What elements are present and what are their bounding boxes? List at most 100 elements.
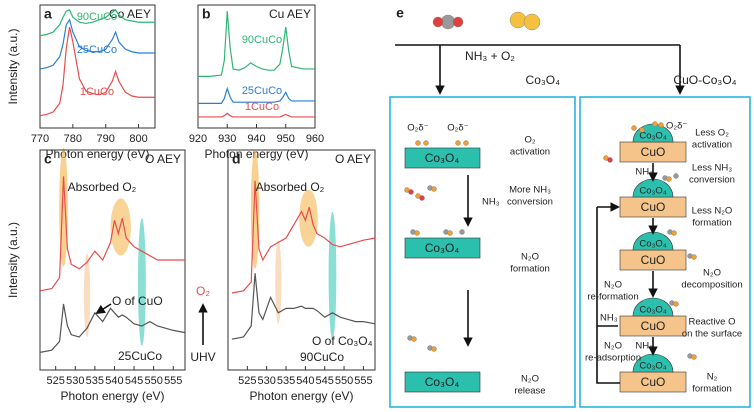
x-tick-label: 550 — [335, 375, 353, 387]
chart-title: Co AEY — [109, 7, 151, 21]
x-tick-label: 545 — [125, 375, 143, 387]
molecule-atom — [431, 186, 437, 192]
diagram-text: O₂δ⁻ — [447, 123, 468, 134]
molecule-atom — [423, 140, 429, 146]
x-axis-label: Photon energy (eV) — [45, 147, 149, 161]
spectrum-line — [198, 86, 315, 105]
annotation: 90CuCo — [300, 350, 344, 364]
molecule-atom — [419, 195, 425, 201]
diagram-text: activation — [510, 147, 550, 158]
chart-title: Cu AEY — [269, 7, 311, 21]
diagram-text: N₂O — [604, 280, 622, 291]
panel-label: b — [202, 6, 211, 22]
spectrum-line — [39, 303, 186, 353]
panel-box — [389, 96, 576, 408]
plot-frame — [227, 149, 376, 371]
x-tick-label: 940 — [247, 133, 265, 145]
diagram-text: NH₃ + O₂ — [465, 49, 515, 63]
diagram-text: O₂δ⁻ — [666, 121, 687, 132]
x-tick-label: 530 — [258, 375, 276, 387]
series-label: 25CuCo — [242, 85, 282, 97]
molecule-atom — [459, 229, 465, 235]
diagram-text: NH₃ — [635, 167, 653, 178]
diagram-text: e — [396, 5, 404, 21]
molecule-atom — [523, 13, 541, 31]
annotation: O of Co₃O₄ — [312, 334, 373, 348]
diagram-text: re-formation — [587, 292, 638, 303]
series-label: 1CuCo — [80, 86, 114, 98]
diagram-text: Co₃O₄ — [639, 361, 666, 372]
diagram-text: CuO — [641, 200, 666, 214]
molecule-atom — [408, 189, 414, 195]
diagram-text: NH₃ — [635, 341, 653, 352]
molecule-atom — [431, 346, 437, 352]
spectrum-line — [198, 11, 315, 77]
surface — [404, 371, 481, 393]
diagram-text: N₂ — [707, 372, 718, 383]
cluster — [632, 297, 674, 317]
spectrum-line — [231, 273, 376, 340]
chart-title: O AEY — [145, 152, 181, 166]
diagram-text: CuO — [641, 319, 666, 333]
x-tick-label: 555 — [164, 375, 182, 387]
molecule-atom — [666, 176, 672, 182]
highlight — [299, 189, 318, 247]
highlight — [110, 198, 131, 256]
molecule-atom — [691, 254, 697, 260]
x-tick-label: 555 — [354, 375, 372, 387]
panel-label: d — [232, 151, 241, 167]
diagram-text: Co₃O₄ — [425, 241, 460, 255]
x-tick-label: 535 — [86, 375, 104, 387]
molecule-atom — [415, 140, 421, 146]
panel-label: a — [44, 6, 52, 22]
annotation: Absorbed O₂ — [68, 180, 137, 194]
x-tick-label: 545 — [316, 375, 334, 387]
chart-title: O AEY — [335, 152, 371, 166]
diagram-text: Co₃O₄ — [639, 305, 666, 316]
x-tick-label: 525 — [238, 375, 256, 387]
x-tick-label: 930 — [218, 133, 236, 145]
x-tick-label: 525 — [46, 375, 64, 387]
diagram-text: Less N₂O — [692, 206, 733, 217]
molecule-atom — [455, 140, 461, 146]
diagram-text: NH₃ — [600, 313, 618, 324]
diagram-text: N₂O — [604, 341, 622, 352]
spectrum-line — [39, 27, 155, 117]
molecule-atom — [673, 173, 679, 179]
y-axis-label: Intensity (a.u.) — [6, 28, 20, 104]
spectrum-line — [231, 180, 376, 294]
diagram-text: release — [514, 386, 545, 397]
diagram-text: Reactive O — [689, 317, 736, 328]
surface — [404, 147, 481, 169]
molecule-atom — [432, 16, 444, 28]
plot-frame — [39, 4, 156, 129]
diagram-text: N₂O — [521, 252, 539, 263]
molecule-atom — [652, 121, 658, 127]
x-tick-label: 550 — [144, 375, 162, 387]
x-tick-label: 770 — [31, 133, 49, 145]
molecule-atom — [607, 157, 613, 163]
diagram-text: CuO — [641, 253, 666, 267]
diagram-text: O₂ — [524, 135, 535, 146]
x-tick-label: 920 — [189, 133, 207, 145]
diagram-text: formation — [692, 384, 732, 395]
series-label: UHV — [190, 350, 215, 364]
molecule-atom — [671, 230, 677, 236]
surface — [404, 237, 481, 259]
diagram-text: CuO — [641, 375, 666, 389]
pointer-arrow — [95, 303, 112, 315]
diagram-text: on the surface — [682, 329, 742, 340]
series-label: 90CuCo — [77, 11, 117, 23]
molecule-atom — [639, 127, 645, 133]
panel-label: c — [44, 151, 52, 167]
diagram-text: Co₃O₄ — [425, 151, 460, 165]
annotation: O of CuO — [112, 294, 163, 308]
x-tick-label: 790 — [97, 133, 115, 145]
x-tick-label: 540 — [105, 375, 123, 387]
molecule-atom — [631, 125, 637, 131]
molecule-atom — [509, 11, 527, 29]
diagram-text: activation — [692, 140, 732, 151]
x-tick-label: 535 — [277, 375, 295, 387]
diagram-text: O₂δ⁻ — [407, 123, 428, 134]
